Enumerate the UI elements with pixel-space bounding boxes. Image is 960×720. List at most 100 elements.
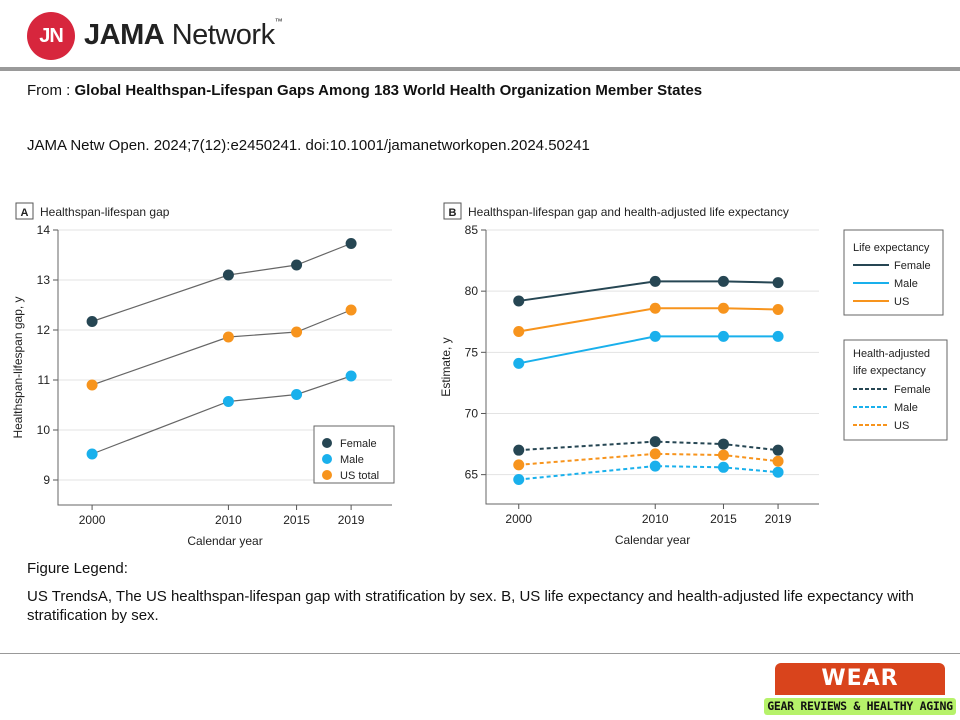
data-point: [717, 302, 729, 314]
data-point: [649, 330, 661, 342]
trademark: ™: [274, 17, 283, 26]
x-tick-label: 2015: [710, 512, 737, 526]
legend-label: US total: [340, 470, 379, 482]
data-point: [649, 436, 661, 448]
data-point: [345, 304, 357, 316]
jama-logo-mark[interactable]: JN: [27, 12, 75, 60]
data-point: [513, 295, 525, 307]
x-tick-label: 2019: [338, 513, 365, 527]
y-tick-label: 13: [37, 273, 51, 287]
axis: [485, 230, 819, 505]
legend-box-life-expectancy: [843, 229, 944, 316]
y-tick-label: 80: [465, 284, 479, 298]
panel-label: A: [21, 207, 29, 219]
series-line-female: [518, 440, 779, 452]
data-point: [772, 444, 784, 456]
series-line-male: [518, 465, 779, 481]
x-tick-label: 2015: [283, 513, 310, 527]
legend-label: Female: [894, 384, 931, 396]
data-point: [772, 455, 784, 467]
data-point: [772, 277, 784, 289]
y-tick-label: 75: [465, 345, 479, 359]
panel-label: B: [449, 207, 457, 219]
data-point: [222, 396, 234, 407]
figure: A Healthspan-lifespan gap 9 10 11 12 13 14 2000 2…: [11, 202, 948, 548]
data-point: [772, 466, 784, 478]
y-tick-label: 9: [43, 473, 50, 487]
legend-label: Male: [894, 278, 918, 290]
y-tick-label: 10: [37, 423, 51, 437]
footer-divider: [0, 653, 960, 654]
legend-label: Female: [894, 260, 931, 272]
y-tick-label: 14: [37, 223, 51, 237]
panel-b-chart: B Healthspan-lifespan gap and health-adju…: [439, 202, 948, 547]
x-tick-label: 2000: [79, 513, 106, 527]
brand-bold: JAMA: [84, 19, 165, 51]
data-point: [717, 275, 729, 287]
data-point: [86, 379, 98, 391]
x-axis-label: Calendar year: [187, 534, 262, 548]
jama-network-logo[interactable]: JAMA Network™: [84, 17, 283, 52]
data-point: [222, 269, 234, 281]
x-tick-label: 2000: [505, 512, 532, 526]
x-tick-label: 2010: [642, 512, 669, 526]
series-line-female: [518, 280, 779, 302]
legend-marker: [322, 454, 332, 464]
legend-label: Male: [894, 402, 918, 414]
y-tick-label: 11: [38, 373, 51, 387]
series-line-us: [518, 307, 779, 333]
series-line-male: [91, 375, 352, 455]
header-divider: [0, 67, 960, 71]
legend-marker: [322, 470, 332, 480]
article-title[interactable]: Global Healthspan-Lifespan Gaps Among 18…: [74, 82, 703, 99]
x-tick-label: 2019: [765, 512, 792, 526]
panel-label-box: [443, 202, 462, 220]
figure-legend-heading: Figure Legend:: [27, 560, 128, 577]
data-point: [291, 259, 303, 271]
series-line-us: [518, 452, 779, 466]
data-point: [513, 444, 525, 456]
data-point: [86, 448, 98, 460]
article-source: From : Global Healthspan-Lifespan Gaps A…: [27, 82, 703, 99]
data-point: [649, 460, 661, 472]
data-point: [513, 357, 525, 369]
data-point: [345, 238, 357, 249]
data-point: [345, 370, 357, 382]
wear-tested-tagline: GEAR REVIEWS & HEALTHY AGING: [764, 698, 956, 715]
series-line-male: [518, 335, 779, 365]
chart-title: Healthspan-lifespan gap and health-adjus…: [468, 205, 789, 219]
legend-marker: [322, 438, 332, 448]
series-line-us-total: [91, 309, 352, 386]
legend-label: US: [894, 420, 909, 432]
data-point: [86, 316, 98, 327]
axis: [57, 230, 392, 506]
y-axis-label: Healthspan-lifespan gap, y: [11, 296, 25, 438]
x-axis-label: Calendar year: [615, 533, 690, 547]
data-point: [649, 448, 661, 460]
data-point: [291, 389, 303, 400]
legend-label: Male: [340, 454, 364, 466]
from-label: From: [27, 82, 62, 99]
y-tick-label: 70: [465, 406, 479, 420]
legend-label: US: [894, 296, 909, 308]
wear-tested-logo: WEAR TESTED: [775, 663, 945, 695]
citation: JAMA Netw Open. 2024;7(12):e2450241. doi…: [27, 137, 590, 154]
legend-title: Life expectancy: [853, 242, 930, 254]
legend-label: Female: [340, 438, 377, 450]
y-tick-label: 12: [37, 323, 51, 337]
series-line-female: [91, 242, 352, 323]
data-point: [717, 449, 729, 461]
data-point: [649, 302, 661, 314]
data-point: [291, 326, 303, 338]
panel-a-chart: A Healthspan-lifespan gap 9 10 11 12 13 14 2000 2…: [11, 202, 395, 548]
data-point: [222, 331, 234, 343]
data-point: [772, 330, 784, 342]
panel-label-box: [15, 202, 34, 220]
chart-title: Healthspan-lifespan gap: [40, 205, 170, 219]
data-point: [717, 438, 729, 450]
data-point: [717, 461, 729, 473]
data-point: [513, 326, 525, 338]
y-tick-label: 65: [465, 468, 479, 482]
y-axis-label: Estimate, y: [439, 337, 453, 396]
data-point: [772, 304, 784, 316]
